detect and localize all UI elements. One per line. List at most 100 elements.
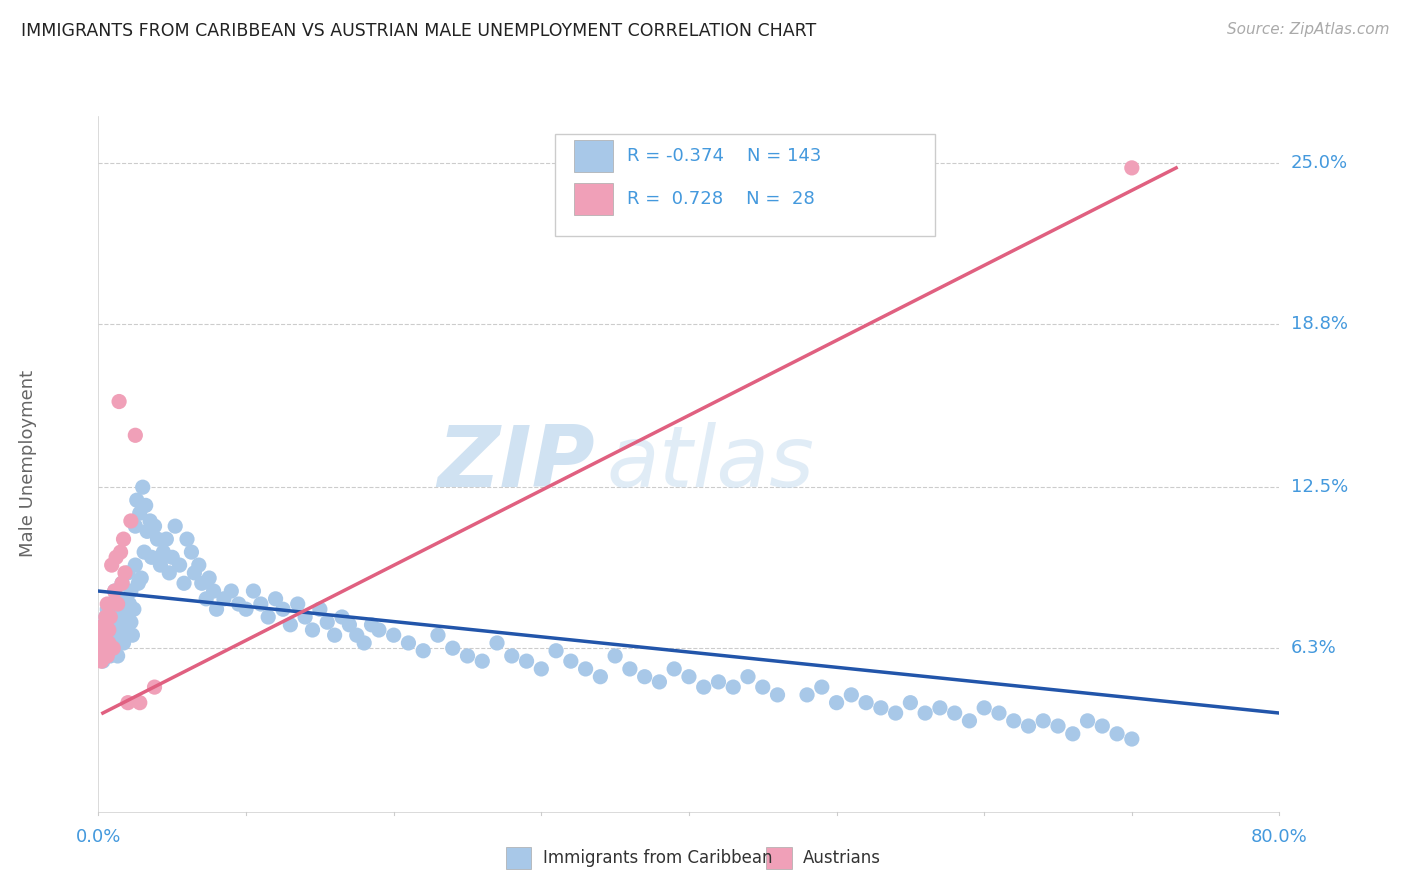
Point	[120, 615, 142, 630]
Point	[1121, 732, 1143, 747]
Point	[396, 636, 419, 650]
Point	[195, 591, 218, 606]
Point	[900, 696, 922, 710]
Point	[104, 584, 127, 599]
Point	[115, 628, 138, 642]
Point	[648, 674, 671, 689]
Point	[471, 654, 494, 668]
Text: Male Unemployment: Male Unemployment	[18, 370, 37, 558]
Point	[93, 648, 115, 663]
Point	[96, 602, 118, 616]
Point	[155, 532, 177, 546]
Point	[120, 514, 142, 528]
Point	[619, 662, 641, 676]
Point	[114, 597, 136, 611]
Point	[111, 576, 134, 591]
Point	[141, 550, 163, 565]
Point	[143, 519, 166, 533]
Point	[869, 701, 891, 715]
Point	[360, 617, 382, 632]
Point	[90, 654, 112, 668]
Point	[124, 428, 146, 442]
Point	[100, 558, 122, 573]
Point	[111, 623, 134, 637]
Point	[191, 576, 214, 591]
Point	[294, 610, 316, 624]
Point	[530, 662, 553, 676]
Point	[633, 670, 655, 684]
Point	[205, 602, 228, 616]
Point	[134, 545, 156, 559]
Point	[111, 576, 134, 591]
Point	[112, 636, 135, 650]
Point	[128, 506, 150, 520]
Point	[330, 610, 353, 624]
Point	[825, 696, 848, 710]
Point	[107, 648, 129, 663]
Point	[810, 680, 832, 694]
Point	[93, 617, 115, 632]
Point	[117, 566, 139, 580]
Point	[198, 571, 221, 585]
Point	[228, 597, 250, 611]
Point	[721, 680, 744, 694]
Point	[146, 532, 169, 546]
Point	[353, 636, 375, 650]
Point	[257, 610, 280, 624]
Point	[264, 591, 287, 606]
Point	[105, 636, 128, 650]
Point	[97, 636, 120, 650]
Text: R = -0.374    N = 143: R = -0.374 N = 143	[627, 147, 821, 165]
Point	[235, 602, 257, 616]
Point	[515, 654, 537, 668]
Point	[183, 566, 205, 580]
Point	[129, 571, 152, 585]
Point	[128, 696, 150, 710]
Point	[97, 636, 120, 650]
Point	[839, 688, 862, 702]
Point	[100, 628, 122, 642]
Point	[796, 688, 818, 702]
Point	[103, 602, 125, 616]
Point	[110, 545, 132, 559]
Point	[427, 628, 450, 642]
Point	[309, 602, 332, 616]
Point	[737, 670, 759, 684]
Point	[884, 706, 907, 720]
Point	[149, 558, 172, 573]
Point	[94, 610, 117, 624]
Point	[94, 623, 117, 637]
Point	[104, 623, 127, 637]
Point	[125, 493, 148, 508]
Point	[93, 636, 115, 650]
Point	[105, 550, 128, 565]
Point	[323, 628, 346, 642]
Point	[456, 648, 478, 663]
Point	[94, 636, 117, 650]
Point	[486, 636, 509, 650]
Text: 6.3%: 6.3%	[1291, 640, 1336, 657]
Point	[1046, 719, 1069, 733]
Point	[368, 623, 391, 637]
Point	[162, 550, 183, 565]
Point	[104, 584, 127, 599]
Point	[664, 662, 686, 676]
Text: Immigrants from Caribbean: Immigrants from Caribbean	[543, 849, 772, 867]
Point	[501, 648, 523, 663]
Point	[589, 670, 612, 684]
Point	[987, 706, 1010, 720]
Point	[124, 558, 146, 573]
Point	[108, 394, 131, 409]
Point	[110, 610, 132, 624]
Point	[152, 545, 174, 559]
Point	[202, 584, 225, 599]
Point	[1017, 719, 1039, 733]
Point	[176, 532, 198, 546]
Point	[91, 641, 114, 656]
Text: 0.0%: 0.0%	[76, 829, 121, 847]
Point	[165, 519, 187, 533]
Text: atlas: atlas	[606, 422, 814, 506]
Text: Austrians: Austrians	[803, 849, 880, 867]
Point	[108, 628, 131, 642]
Point	[544, 644, 567, 658]
